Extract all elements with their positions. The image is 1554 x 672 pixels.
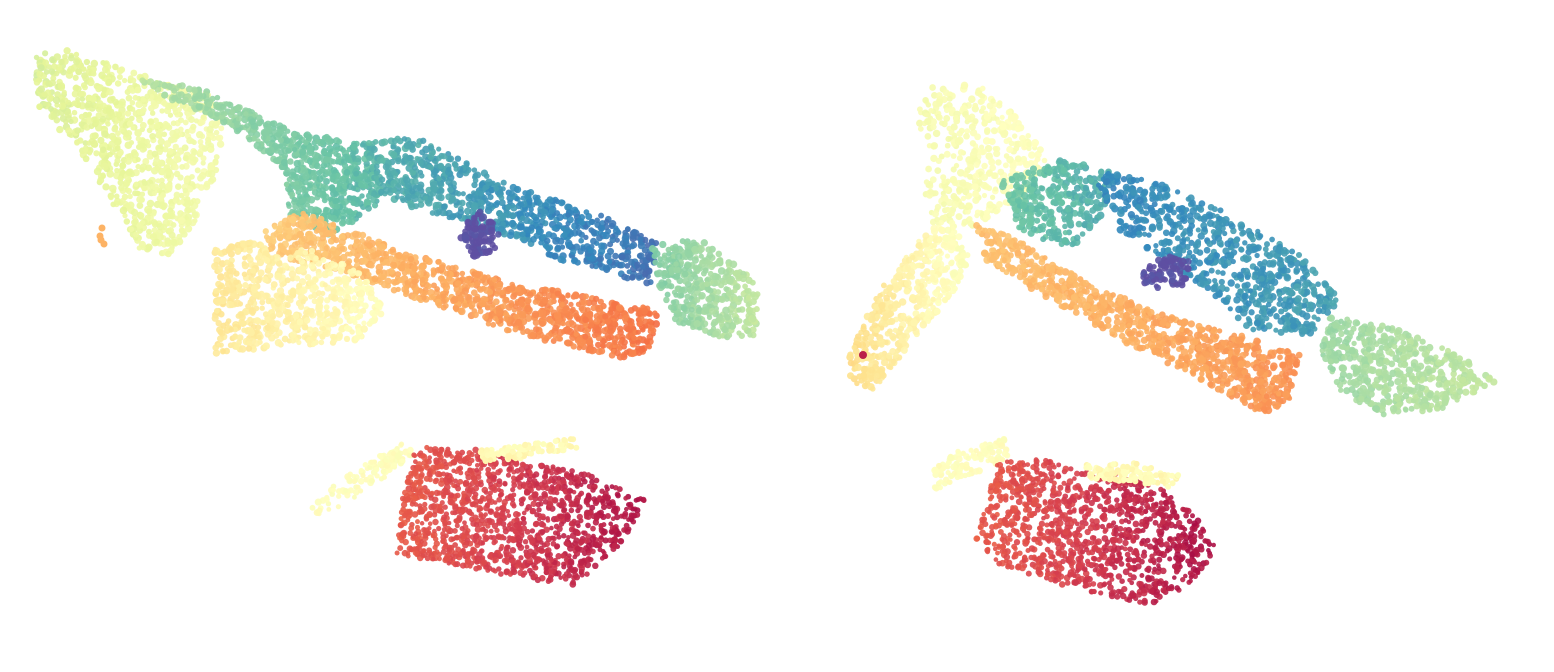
red-floor-grid <box>395 445 647 588</box>
point-cloud-panel-left <box>0 0 777 672</box>
orange-edge-dots <box>97 225 108 248</box>
right-end-cluster <box>649 238 761 340</box>
right-end-cluster <box>1320 315 1498 418</box>
yellow-strip <box>310 441 415 516</box>
pale-vertical-supports <box>846 220 970 392</box>
upper-left-wall <box>33 47 224 257</box>
point-cloud-right <box>777 0 1554 672</box>
upper-beam <box>999 157 1113 247</box>
point-cloud-panel-right <box>777 0 1554 672</box>
red-marker-dot <box>859 351 867 359</box>
point-cloud-left <box>0 0 777 672</box>
pale-strip <box>478 436 580 464</box>
